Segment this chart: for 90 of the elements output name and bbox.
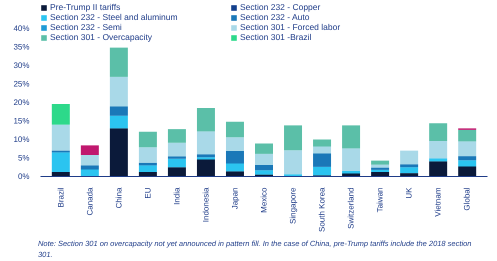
bar <box>371 170 390 172</box>
x-tick-label: India <box>172 186 182 205</box>
legend-label: Section 301 -Brazil <box>240 32 312 42</box>
x-tick-label: Japan <box>230 188 240 210</box>
bar <box>52 104 70 125</box>
bar <box>80 145 99 156</box>
bar <box>342 148 360 171</box>
legend-label: Section 232 - Copper <box>240 2 322 12</box>
x-tick-label: Mexico <box>260 186 268 213</box>
bar <box>255 165 273 170</box>
bar <box>196 131 215 154</box>
x-tick-label: EU <box>143 187 152 199</box>
bar <box>255 144 273 154</box>
bar <box>80 165 99 170</box>
bar <box>255 154 273 166</box>
bar <box>138 165 157 172</box>
bar <box>226 164 244 172</box>
bar <box>110 128 128 176</box>
bar <box>168 167 186 176</box>
bar <box>168 129 186 143</box>
bar <box>342 125 360 148</box>
bar <box>52 152 70 172</box>
legend-label: Section 301 - Forced labor <box>240 22 342 32</box>
bar <box>371 172 390 176</box>
bar <box>429 158 448 162</box>
bar <box>313 139 332 147</box>
bar <box>458 156 476 160</box>
y-tick-label: 20% <box>13 98 30 107</box>
x-tick-label: Indonesia <box>201 186 210 222</box>
bar <box>226 122 244 138</box>
bar <box>400 167 418 174</box>
bar <box>458 166 476 176</box>
y-tick-label: 15% <box>13 116 30 126</box>
bar <box>110 76 128 107</box>
x-tick-label: Vietnam <box>434 187 443 217</box>
legend-label: Section 301 - Overcapacity <box>50 32 154 42</box>
x-tick-label: Global <box>462 187 472 211</box>
bar <box>400 173 418 176</box>
bar <box>284 125 302 150</box>
x-tick-label: UK <box>404 186 414 199</box>
legend-label: Section 232 - Semi <box>50 22 123 32</box>
bar <box>371 164 390 168</box>
bar <box>196 159 215 176</box>
x-tick-label: Singapore <box>288 186 298 224</box>
bar <box>80 155 99 166</box>
bar <box>138 132 157 148</box>
bar <box>226 137 244 151</box>
bar <box>371 160 390 165</box>
legend-label: Section 232 - Auto <box>240 12 310 22</box>
bar <box>458 160 476 167</box>
y-tick-label: 10% <box>13 134 30 144</box>
x-tick-label: South Korea <box>318 186 327 232</box>
bar <box>138 162 157 166</box>
bar <box>168 142 186 157</box>
x-tick-label: China <box>114 186 124 208</box>
bar <box>342 170 360 174</box>
bar <box>429 161 448 176</box>
bar <box>429 140 448 158</box>
x-tick-label: Brazil <box>56 187 66 208</box>
y-tick-label: 5% <box>18 153 30 162</box>
bar <box>400 150 418 164</box>
x-tick-label: Taiwan <box>376 187 385 212</box>
y-tick-label: 0% <box>18 172 30 181</box>
bar <box>313 166 332 176</box>
x-tick-label: Canada <box>85 186 94 216</box>
x-tick-label: Switzerland <box>346 187 356 229</box>
bar <box>284 150 302 174</box>
y-tick-label: 35% <box>13 42 30 52</box>
bar <box>429 123 448 141</box>
bar <box>138 147 157 163</box>
bar <box>110 106 128 116</box>
bar <box>110 116 128 128</box>
bar <box>52 172 70 176</box>
bar <box>80 169 99 176</box>
bar <box>313 154 332 167</box>
legend-label: Section 232 - Steel and aluminum <box>50 12 179 22</box>
y-tick-label: 25% <box>13 79 30 88</box>
legend-label: Pre-Trump II tariffs <box>50 2 122 12</box>
bar <box>138 172 157 176</box>
y-tick-label: 40% <box>13 24 30 33</box>
bar <box>226 150 244 164</box>
bar <box>110 48 128 77</box>
bar <box>458 130 476 142</box>
bar <box>313 146 332 154</box>
bar <box>255 170 273 175</box>
bar <box>168 158 186 168</box>
bar <box>52 124 70 151</box>
y-tick-label: 30% <box>13 60 30 70</box>
bar <box>458 141 476 156</box>
bar <box>196 108 215 132</box>
